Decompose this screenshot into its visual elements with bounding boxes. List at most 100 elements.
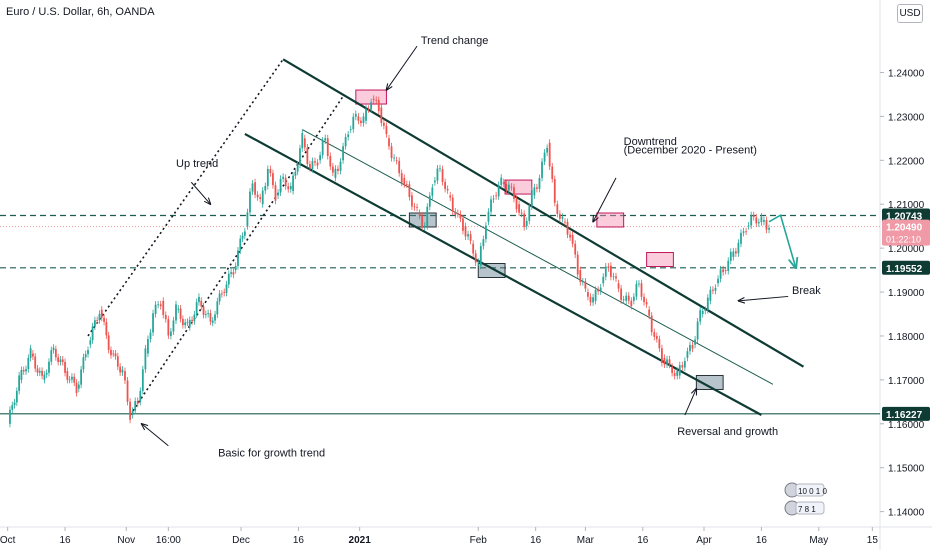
candle-body	[413, 206, 416, 208]
candle-body	[365, 108, 367, 121]
candle-body	[316, 162, 319, 166]
candle-body	[403, 177, 406, 185]
candle-body	[200, 300, 203, 307]
candle-body	[431, 187, 434, 196]
candle-body	[630, 300, 633, 307]
candle-body	[426, 206, 429, 227]
candle-body	[367, 108, 370, 110]
candle-body	[154, 304, 157, 315]
event-badge	[795, 483, 825, 497]
candle-body	[126, 380, 129, 402]
candle-body	[342, 146, 344, 161]
x-tick-label: May	[809, 535, 828, 546]
candle-body	[696, 321, 699, 340]
candle-body	[209, 313, 212, 322]
candle-body	[482, 239, 485, 247]
demand-zone	[477, 263, 506, 278]
candle-body	[571, 234, 574, 244]
x-tick-label: 16:00	[156, 535, 181, 546]
candle-body	[617, 283, 620, 289]
candle-body	[184, 322, 187, 326]
annotation-label: Trend change	[421, 35, 488, 47]
candle-body	[553, 179, 556, 203]
candle-body	[627, 295, 630, 301]
level-price-tag	[882, 208, 930, 223]
candle-body	[556, 204, 559, 214]
candle-body	[581, 281, 584, 283]
candle-body	[279, 178, 282, 193]
candle-body	[513, 187, 515, 199]
candle-body	[653, 332, 656, 337]
candle-body	[569, 234, 571, 238]
candle-body	[362, 116, 365, 124]
candle-body	[441, 169, 444, 183]
candle-body	[485, 225, 487, 240]
candle-body	[89, 340, 92, 345]
candle-body	[309, 164, 311, 169]
x-tick-label: 16	[59, 535, 71, 546]
candle-body	[507, 184, 510, 191]
candle-body	[234, 265, 237, 271]
candle-body	[152, 313, 154, 333]
candle-body	[306, 147, 309, 165]
event-badge	[795, 501, 825, 515]
candle-body	[663, 357, 666, 365]
candle-body	[541, 161, 543, 178]
candle-body	[230, 272, 232, 274]
candle-body	[523, 213, 526, 228]
candle-body	[462, 218, 464, 231]
event-badge-label: 7 8 1	[798, 505, 816, 514]
candle-body	[324, 138, 327, 141]
x-tick-label: 15	[867, 535, 879, 546]
y-tick-label: 1.15000	[888, 464, 925, 475]
candle-body	[479, 246, 482, 266]
candle-body	[198, 296, 200, 303]
candle-body	[451, 197, 454, 212]
candle-body	[256, 194, 259, 198]
candle-body	[172, 320, 175, 332]
candle-body	[147, 339, 149, 354]
candle-body	[202, 306, 205, 315]
candle-body	[421, 215, 424, 228]
candle-body	[59, 359, 62, 363]
candle-body	[395, 160, 398, 162]
candle-body	[100, 309, 103, 318]
candle-body	[93, 320, 96, 327]
trendline	[302, 129, 774, 385]
x-tick-label: Apr	[696, 535, 712, 546]
candle-body	[195, 302, 198, 315]
candle-body	[181, 318, 184, 326]
candle-body	[592, 297, 594, 303]
y-tick-label: 1.17000	[888, 376, 925, 387]
candle-body	[261, 190, 264, 205]
candle-body	[352, 116, 355, 130]
candle-body	[706, 297, 709, 311]
candle-body	[543, 152, 546, 162]
candle-body	[167, 319, 170, 336]
candle-body	[737, 242, 740, 254]
candle-body	[661, 348, 663, 364]
candle-body	[615, 276, 617, 279]
candle-body	[709, 289, 712, 301]
annotation-arrow	[738, 295, 789, 300]
candle-body	[444, 182, 447, 189]
candle-body	[505, 183, 508, 191]
candle-body	[20, 369, 23, 380]
candle-body	[398, 160, 401, 174]
candle-body	[303, 138, 306, 148]
x-tick-label: 16	[637, 535, 649, 546]
candle-body	[38, 370, 41, 373]
x-tick-label: 16	[293, 535, 305, 546]
candle-body	[607, 266, 610, 269]
candle-body	[740, 232, 742, 244]
currency-button[interactable]: USD	[897, 4, 923, 23]
candle-body	[136, 401, 139, 404]
candle-body	[551, 166, 554, 180]
candle-body	[25, 369, 27, 372]
candle-body	[186, 321, 189, 323]
candle-body	[282, 176, 285, 179]
annotation-arrow	[684, 389, 696, 416]
candle-body	[354, 113, 357, 117]
candle-body	[594, 289, 597, 301]
